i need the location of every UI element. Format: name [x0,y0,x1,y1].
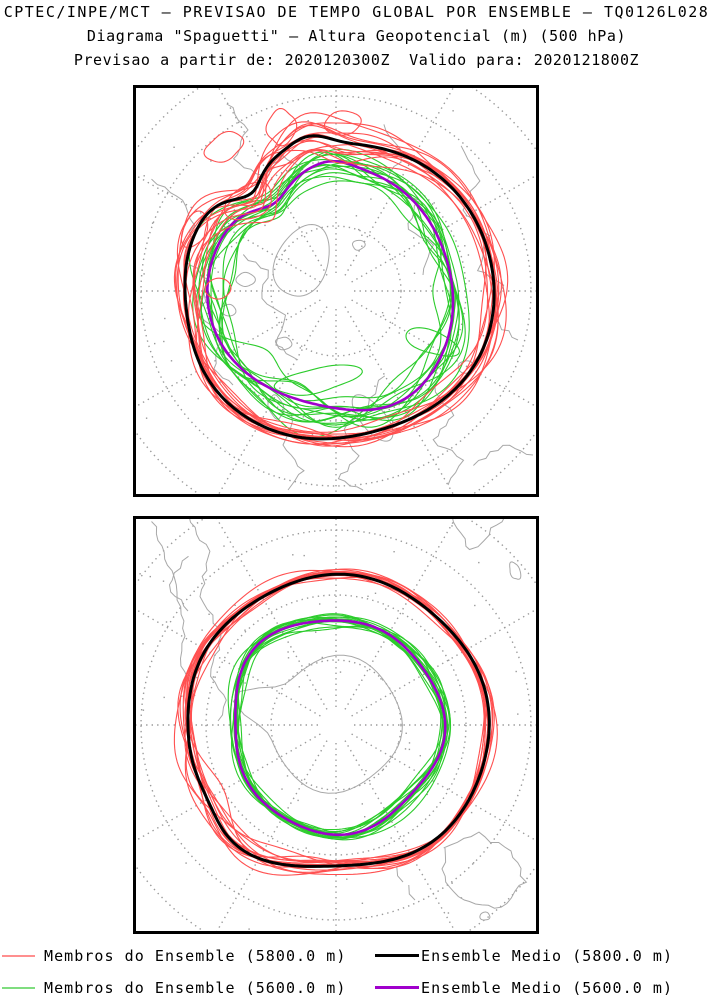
title-line-2: Diagrama "Spaguetti" — Altura Geopotenci… [86,27,627,45]
legend-label-members-5800: Membros do Ensemble (5800.0 m) [44,947,347,965]
legend-label-mean-5800: Ensemble Medio (5800.0 m) [421,947,674,965]
legend-line-mean-5600 [375,986,419,989]
title-line-1: CPTEC/INPE/MCT — PREVISAO DE TEMPO GLOBA… [3,3,710,21]
north-hemisphere-map [133,85,539,497]
legend-line-mean-5800 [375,954,419,957]
title-line-3: Previsao a partir de: 2020120300Z Valido… [73,51,640,69]
legend-label-members-5600: Membros do Ensemble (5600.0 m) [44,979,347,997]
legend-line-members-5800 [2,955,35,957]
legend-line-members-5600 [2,987,35,989]
legend-label-mean-5600: Ensemble Medio (5600.0 m) [421,979,674,997]
south-hemisphere-map [133,516,539,934]
